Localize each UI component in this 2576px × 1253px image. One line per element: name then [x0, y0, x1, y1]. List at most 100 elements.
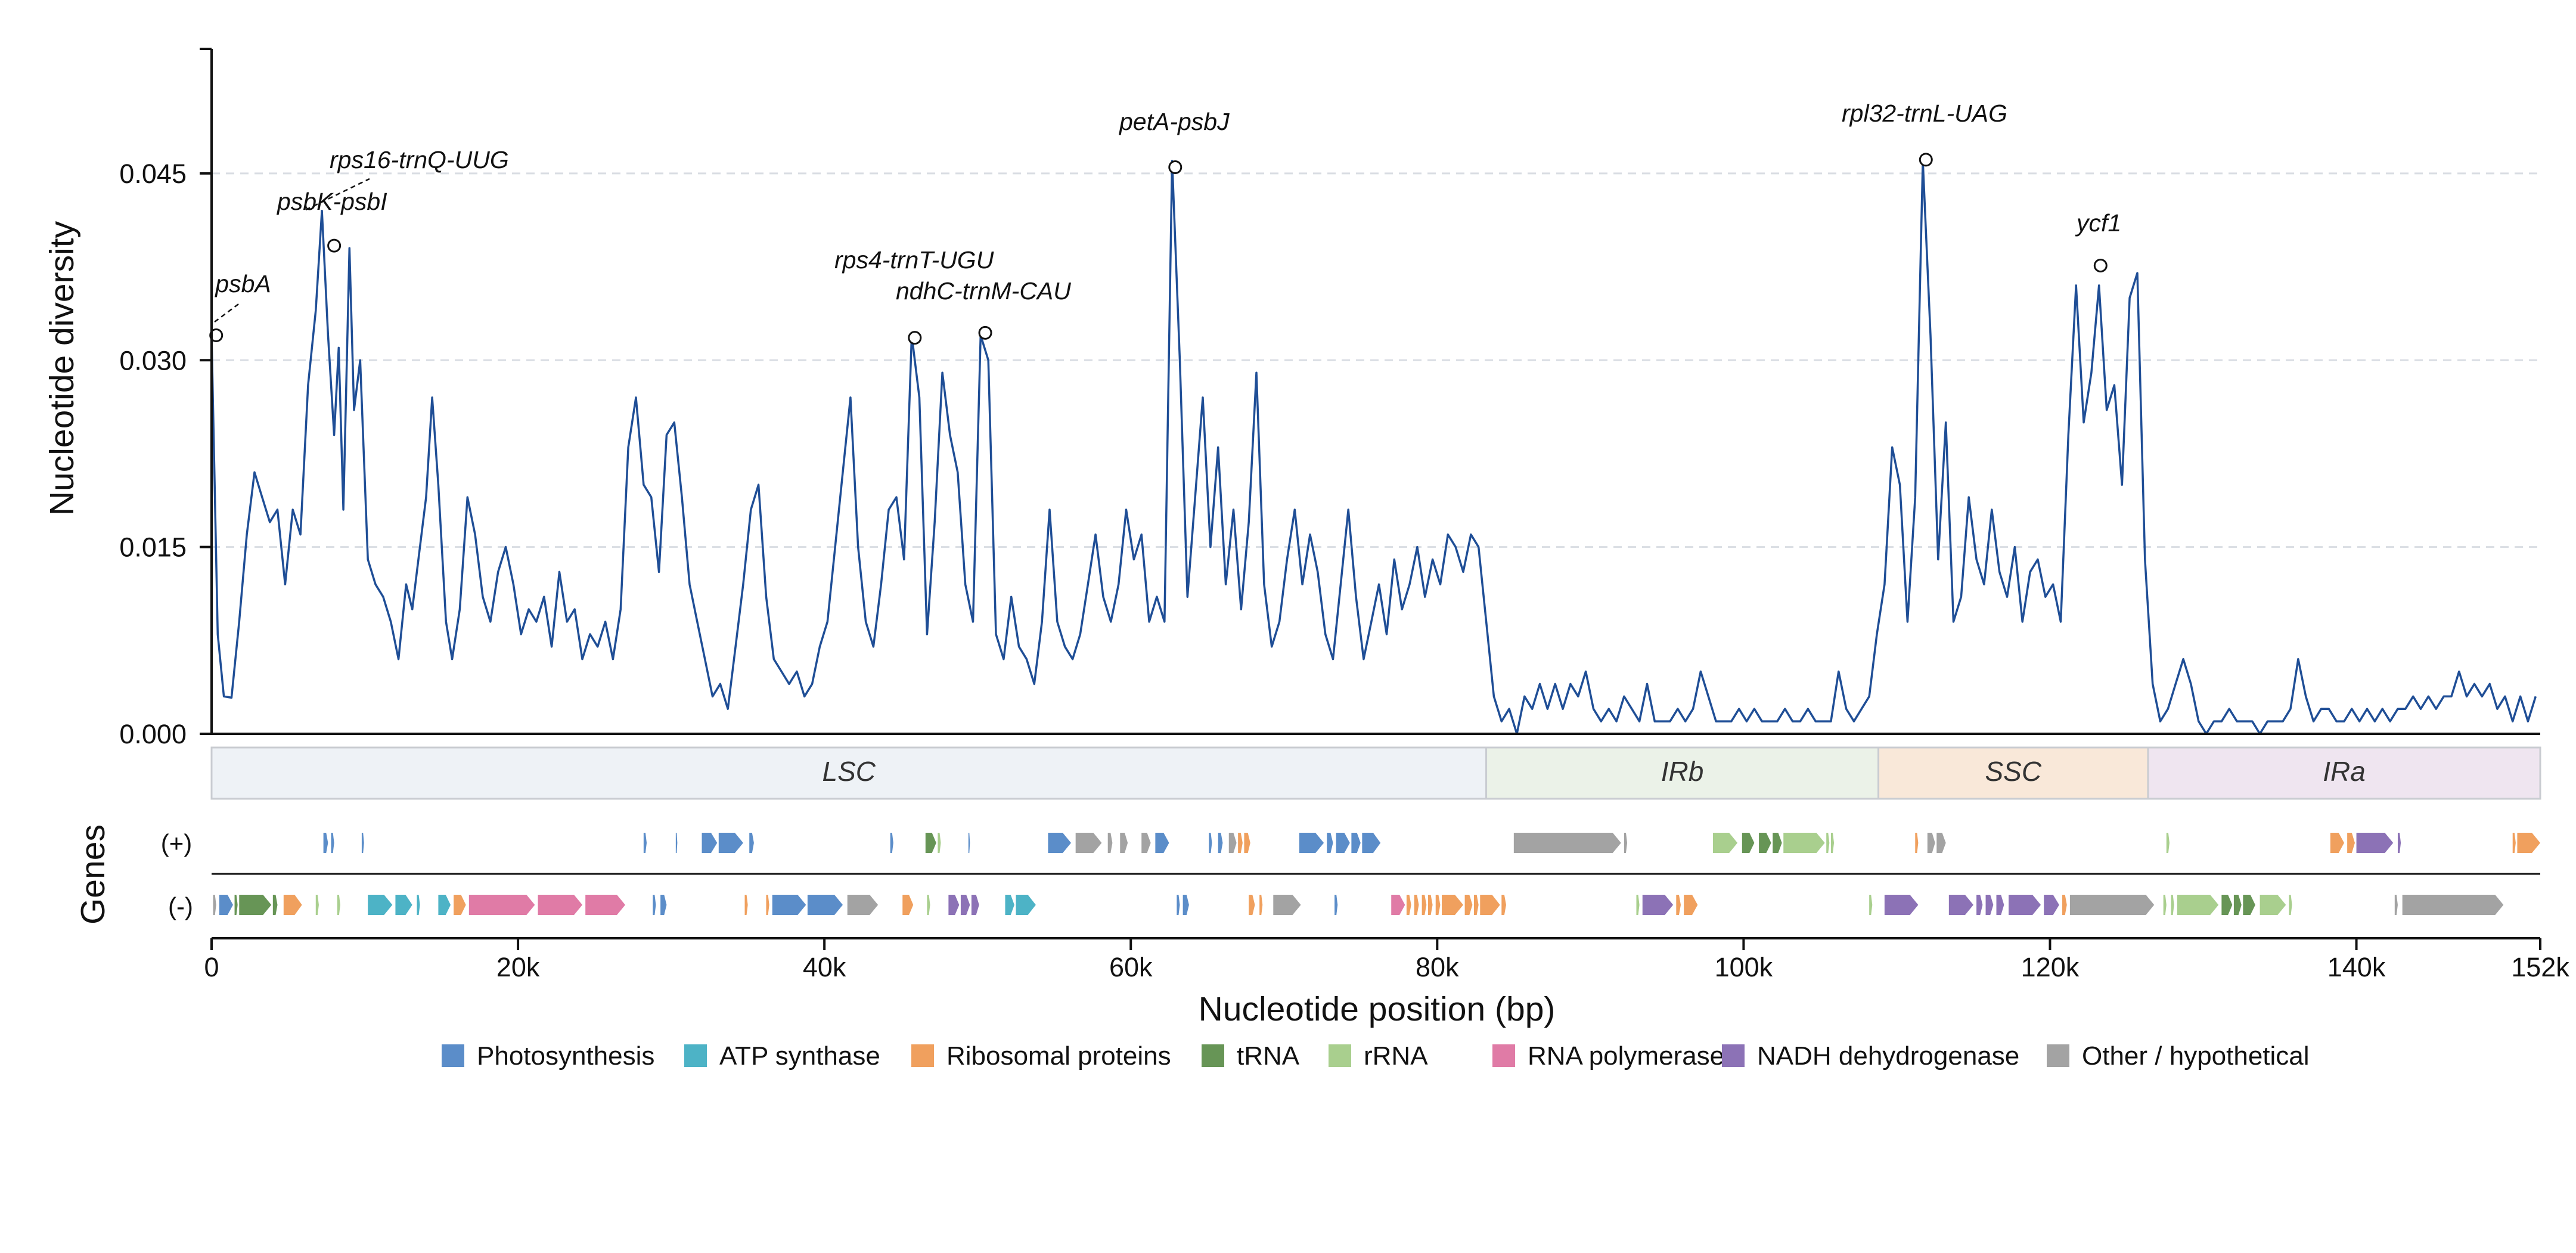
gene-plus: [1624, 833, 1628, 853]
gene-minus: [1636, 895, 1640, 915]
x-tick-label: 120k: [2021, 952, 2080, 982]
gene-minus: [337, 895, 340, 915]
gene-minus: [1869, 895, 1873, 915]
gene-minus: [1442, 895, 1464, 915]
minus-strand-label: (-): [168, 892, 193, 920]
peak-marker: [327, 238, 342, 253]
gene-minus: [213, 895, 216, 915]
gene-minus: [807, 895, 843, 915]
gene-minus: [2221, 895, 2233, 915]
gene-minus: [847, 895, 879, 915]
gene-plus: [1712, 833, 1738, 853]
x-axis-title: Nucleotide position (bp): [1199, 990, 1556, 1028]
legend-label-photosynthesis: Photosynthesis: [477, 1041, 654, 1071]
gene-plus: [361, 833, 364, 853]
gene-minus: [368, 895, 393, 915]
gene-plus: [2347, 833, 2355, 853]
x-tick-label: 152k: [2511, 952, 2569, 982]
x-tick-label: 100k: [1715, 952, 1773, 982]
gene-plus: [1228, 833, 1237, 853]
gene-minus: [283, 895, 302, 915]
gene-minus: [417, 895, 420, 915]
peak-marker: [1168, 160, 1183, 174]
gene-minus: [234, 895, 238, 915]
gene-minus: [660, 895, 667, 915]
gene-minus: [2260, 895, 2286, 915]
gene-minus: [948, 895, 960, 915]
region-lsc: [210, 746, 1488, 800]
gene-plus: [1238, 833, 1243, 853]
peak-label: rps4-trnT-UGU: [834, 246, 994, 274]
gene-minus: [1391, 895, 1405, 915]
gene-plus: [968, 833, 970, 853]
gene-minus: [2394, 895, 2398, 915]
gene-plus: [2512, 833, 2516, 853]
legend-swatch-trna: [1202, 1044, 1224, 1067]
legend-swatch-ribosomal: [911, 1044, 934, 1067]
gene-plus: [2356, 833, 2394, 853]
gene-plus: [675, 833, 678, 853]
legend-label-atp: ATP synthase: [719, 1041, 880, 1071]
legend: Photosynthesis ATP synthase Ribosomal prot…: [442, 1041, 2310, 1071]
gene-plus: [938, 833, 941, 853]
legend-swatch-other: [2047, 1044, 2069, 1067]
gene-minus: [1676, 895, 1681, 915]
gene-minus: [1884, 895, 1919, 915]
gene-minus: [1684, 895, 1698, 915]
peak-marker: [978, 325, 992, 340]
legend-swatch-rnapol: [1492, 1044, 1515, 1067]
gene-plus: [1513, 833, 1621, 853]
x-tick-label: 140k: [2327, 952, 2386, 982]
region-ira: [2147, 746, 2541, 800]
legend-swatch-rrna: [1329, 1044, 1351, 1067]
gene-plus: [2517, 833, 2540, 853]
region-label-ssc: SSC: [1985, 756, 2041, 787]
gene-plus: [1362, 833, 1381, 853]
gene-plus: [2330, 833, 2344, 853]
gene-minus: [585, 895, 626, 915]
gene-plus: [1120, 833, 1128, 853]
gene-minus: [1273, 895, 1301, 915]
gene-plus: [1048, 833, 1071, 853]
legend-label-trna: tRNA: [1237, 1041, 1300, 1071]
gene-minus: [1501, 895, 1506, 915]
gene-minus: [1016, 895, 1036, 915]
gene-minus: [971, 895, 979, 915]
gene-minus: [1414, 895, 1419, 915]
y-tick-label: 0.045: [119, 159, 187, 189]
gene-plus: [1209, 833, 1212, 853]
gene-plus: [2397, 833, 2401, 853]
gene-plus: [1773, 833, 1782, 853]
gene-minus: [653, 895, 656, 915]
gene-minus: [272, 895, 278, 915]
gene-plus: [1759, 833, 1771, 853]
gene-minus: [438, 895, 451, 915]
gene-minus: [772, 895, 806, 915]
gene-plus: [890, 833, 893, 853]
peak-label: ndhC-trnM-CAU: [896, 277, 1071, 305]
y-tick-label: 0.015: [119, 532, 187, 563]
legend-label-rrna: rRNA: [1364, 1041, 1428, 1071]
x-tick-label: 60k: [1109, 952, 1153, 982]
gene-minus: [744, 895, 748, 915]
region-label-ira: IRa: [2323, 756, 2366, 787]
gene-minus: [1177, 895, 1180, 915]
peak-label: rpl32-trnL-UAG: [1842, 100, 2007, 127]
gene-plus: [2166, 833, 2170, 853]
gene-minus: [239, 895, 272, 915]
gene-minus: [2069, 895, 2155, 915]
gene-minus: [1422, 895, 1427, 915]
gene-minus: [902, 895, 914, 915]
gene-minus: [1474, 895, 1479, 915]
y-tick-label: 0.000: [119, 719, 187, 749]
gene-minus: [1249, 895, 1255, 915]
peak-label: petA-psbJ: [1118, 108, 1230, 135]
annotation-leader: [305, 178, 370, 211]
gene-minus: [2044, 895, 2059, 915]
gene-minus: [766, 895, 769, 915]
region-label-lsc: LSC: [823, 756, 876, 787]
axes: 0.000 0.015 0.030 0.045 0 20k 40k 60k 80k 100k 120…: [119, 48, 2569, 982]
gene-plus: [1218, 833, 1223, 853]
gene-plus: [1075, 833, 1102, 853]
gene-minus: [2233, 895, 2242, 915]
